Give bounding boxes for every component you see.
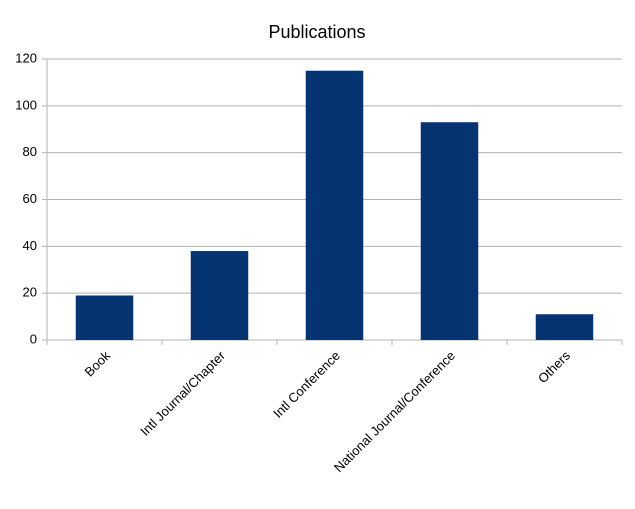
bar [190,251,249,340]
x-tick-label: Others [535,348,574,387]
y-tick-label: 100 [15,97,37,112]
bar [305,70,364,340]
y-tick-label: 20 [23,285,37,300]
chart-title: Publications [268,22,365,42]
bar [535,314,594,340]
bar [420,122,479,340]
x-tick-label: Intl Journal/Chapter [137,347,228,438]
x-tick-label: National Journal/Conference [331,348,458,475]
y-tick-label: 120 [15,50,37,65]
y-tick-label: 40 [23,238,37,253]
x-tick-label: Intl Conference [270,348,343,421]
bar [75,295,134,340]
y-tick-label: 60 [23,191,37,206]
y-tick-label: 80 [23,144,37,159]
x-tick-label: Book [81,348,113,380]
y-tick-label: 0 [30,331,37,346]
